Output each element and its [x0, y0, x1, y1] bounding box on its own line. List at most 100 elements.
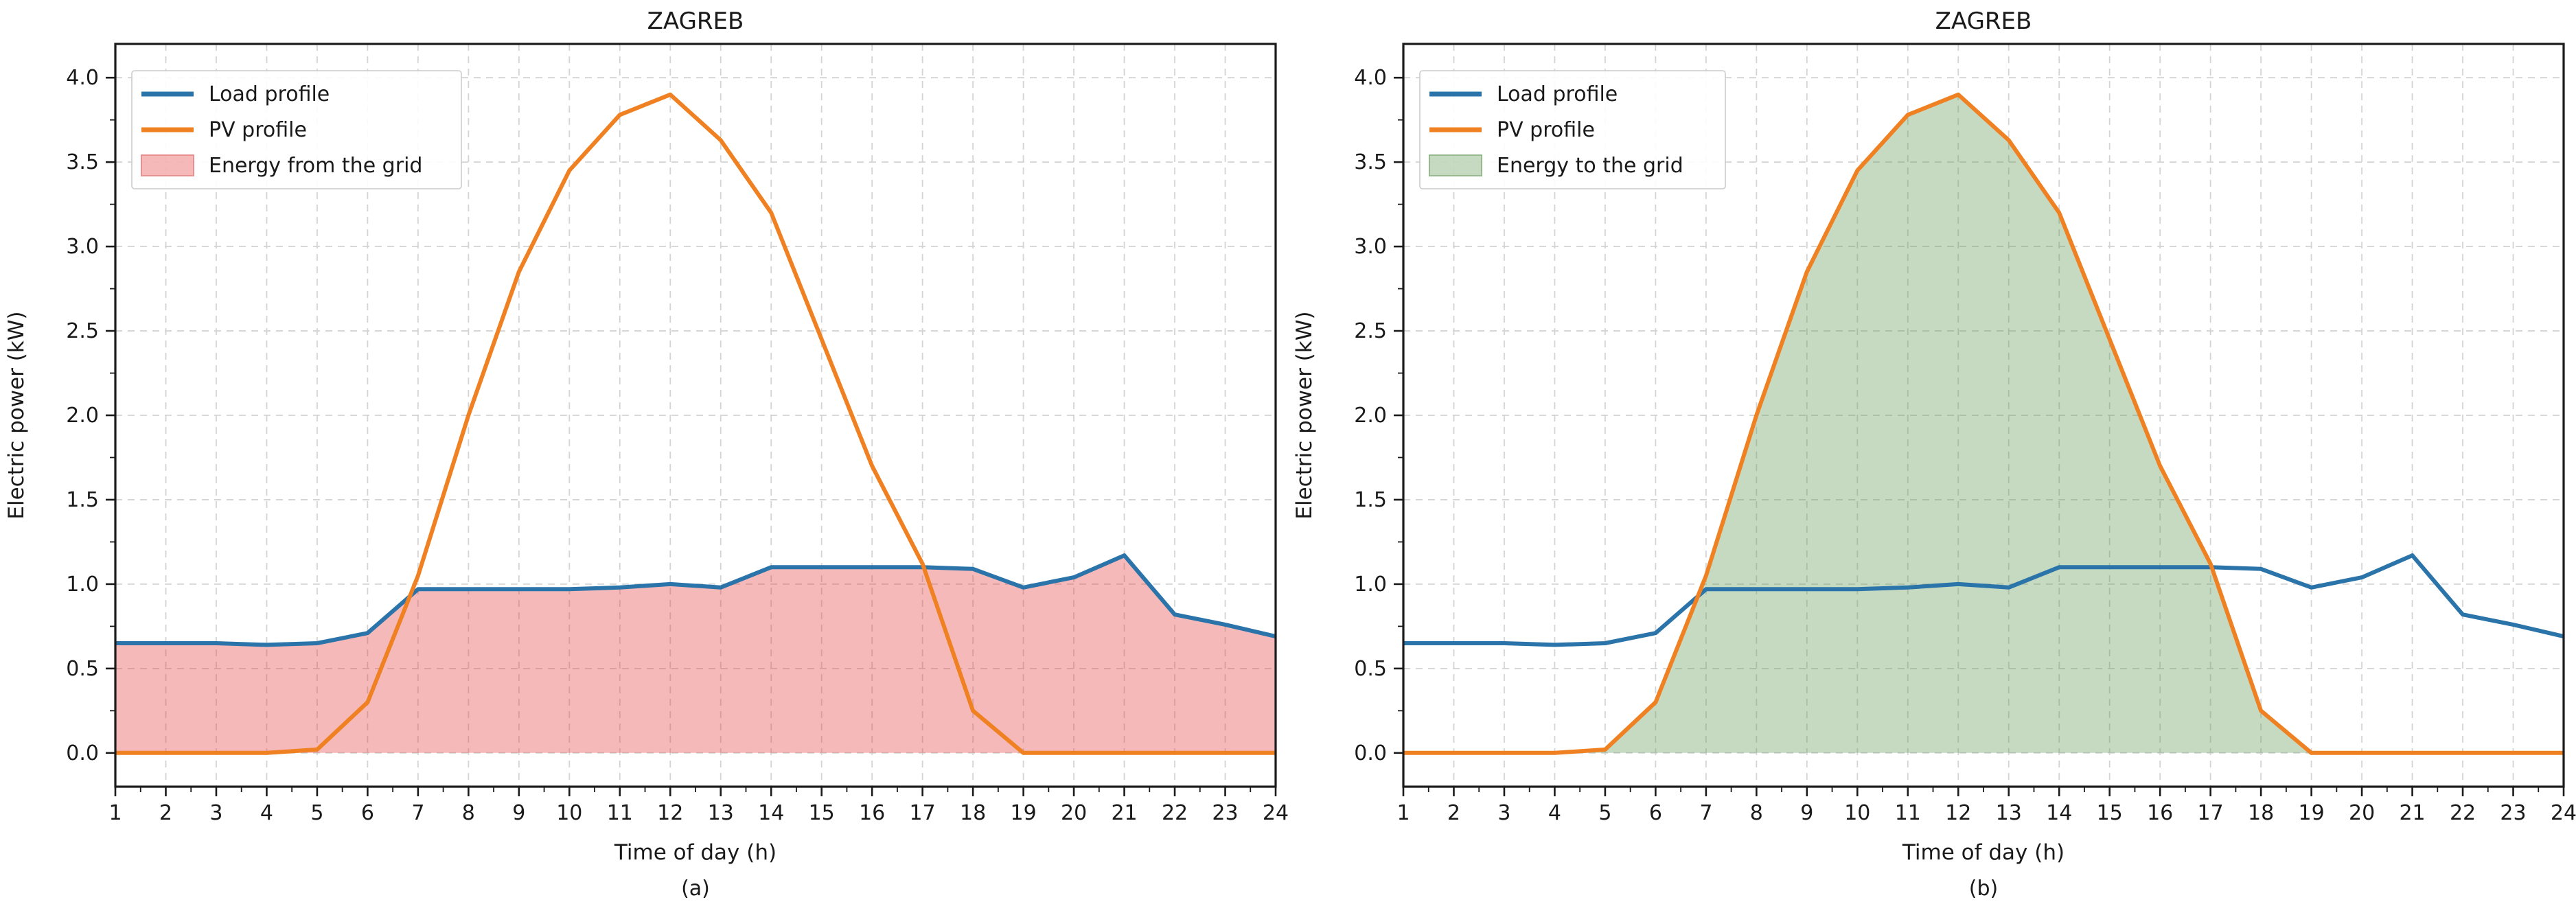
x-axis-label: Time of day (h)	[1902, 840, 2065, 865]
legend-label: Energy to the grid	[1497, 154, 1683, 178]
tick-labels: 1 2 3 4 5 6 7 8 9 10 11 12 13 14 15 16 17 18 19 20 21 22 23 240…	[66, 66, 1288, 825]
chart-b-svg: 1 2 3 4 5 6 7 8 9 10 11 12 13 14 15 16 17 18 19 20 21 22 23 240…	[1292, 8, 2576, 901]
x-tick-label: 24	[1263, 801, 1288, 825]
x-tick-label: 7	[411, 801, 424, 825]
legend-box	[1419, 70, 1726, 189]
x-tick-label: 19	[2299, 801, 2325, 825]
pv-profile-line	[1403, 92, 2564, 755]
x-tick-label: 21	[1111, 801, 1137, 825]
x-tick-label: 11	[607, 801, 633, 825]
x-tick-label: 16	[859, 801, 885, 825]
load-profile-line	[1403, 553, 2564, 647]
x-tick-label: 12	[657, 801, 683, 825]
x-tick-label: 1	[1396, 801, 1410, 825]
axis-ticks	[1394, 76, 2565, 796]
y-tick-label: 1.0	[66, 573, 99, 597]
y-tick-label: 2.5	[1354, 319, 1387, 343]
x-tick-label: 15	[809, 801, 835, 825]
y-tick-label: 3.0	[1354, 235, 1387, 259]
x-tick-label: 10	[1844, 801, 1870, 825]
y-tick-label: 1.5	[66, 488, 99, 512]
x-tick-label: 8	[1750, 801, 1763, 825]
y-axis-label: Electric power (kW)	[1292, 311, 1317, 519]
x-tick-label: 1	[108, 801, 122, 825]
legend-label: Load profile	[1497, 82, 1618, 106]
y-tick-label: 4.0	[1354, 66, 1387, 90]
legend-label: PV profile	[209, 118, 307, 142]
x-tick-label: 18	[2248, 801, 2274, 825]
x-tick-label: 20	[1061, 801, 1087, 825]
x-tick-label: 5	[310, 801, 323, 825]
legend-patch-swatch	[1429, 154, 1482, 176]
subplot-caption: (b)	[1969, 877, 1998, 901]
x-tick-label: 13	[708, 801, 734, 825]
x-tick-label: 14	[2046, 801, 2072, 825]
x-tick-label: 9	[512, 801, 525, 825]
x-tick-label: 8	[462, 801, 475, 825]
axis-ticks	[106, 76, 1277, 796]
y-tick-label: 3.5	[66, 150, 99, 174]
x-tick-label: 23	[1212, 801, 1238, 825]
x-tick-label: 24	[2551, 801, 2576, 825]
x-tick-label: 11	[1895, 801, 1921, 825]
x-tick-label: 17	[2198, 801, 2224, 825]
x-tick-label: 12	[1945, 801, 1971, 825]
x-tick-label: 23	[2500, 801, 2526, 825]
legend-label: Energy from the grid	[209, 154, 422, 178]
x-tick-label: 16	[2147, 801, 2173, 825]
legend-label: PV profile	[1497, 118, 1595, 142]
x-axis-label: Time of day (h)	[614, 840, 777, 865]
subplot-caption: (a)	[681, 877, 710, 901]
tick-labels: 1 2 3 4 5 6 7 8 9 10 11 12 13 14 15 16 17 18 19 20 21 22 23 240…	[1354, 66, 2576, 825]
x-tick-label: 2	[159, 801, 172, 825]
chart-panel-a: 1 2 3 4 5 6 7 8 9 10 11 12 13 14 15 16 17 18 19 20 21 22 23 24 0…	[4, 8, 1288, 901]
chart-title: ZAGREB	[647, 8, 744, 35]
x-tick-label: 5	[1598, 801, 1611, 825]
x-tick-label: 14	[758, 801, 784, 825]
legend: Load profile PV profile Energy from the gr…	[131, 70, 462, 189]
load-profile-line	[115, 553, 1276, 647]
legend-patch-swatch	[141, 154, 194, 176]
x-tick-label: 19	[1011, 801, 1037, 825]
y-tick-label: 0.0	[1354, 741, 1387, 765]
pv-profile-line	[115, 92, 1276, 755]
x-tick-label: 2	[1447, 801, 1460, 825]
legend-box	[131, 70, 462, 189]
y-tick-label: 0.5	[66, 657, 99, 681]
x-tick-label: 21	[2399, 801, 2425, 825]
x-tick-label: 4	[260, 801, 273, 825]
x-tick-label: 13	[1996, 801, 2022, 825]
y-axis-label: Electric power (kW)	[4, 311, 29, 519]
x-tick-label: 3	[209, 801, 222, 825]
x-tick-label: 17	[910, 801, 936, 825]
y-tick-label: 3.5	[1354, 150, 1387, 174]
x-tick-label: 20	[2349, 801, 2375, 825]
legend: Load profile PV profile Energy to the grid	[1419, 70, 1726, 189]
y-tick-label: 2.0	[66, 404, 99, 428]
x-tick-label: 22	[1162, 801, 1188, 825]
y-tick-label: 0.5	[1354, 657, 1387, 681]
chart-a-svg: 1 2 3 4 5 6 7 8 9 10 11 12 13 14 15 16 17 18 19 20 21 22 23 240…	[4, 8, 1288, 901]
y-tick-label: 2.5	[66, 319, 99, 343]
legend-label: Load profile	[209, 82, 330, 106]
x-tick-label: 3	[1497, 801, 1510, 825]
chart-panel-b: 1 2 3 4 5 6 7 8 9 10 11 12 13 14 15 16 17 18 19 20 21 22 23 24 0…	[1288, 0, 2576, 913]
y-tick-label: 1.5	[1354, 488, 1387, 512]
y-tick-label: 0.0	[66, 741, 99, 765]
energy-fill-area	[1403, 94, 2564, 753]
y-tick-label: 2.0	[1354, 404, 1387, 428]
y-tick-label: 4.0	[66, 66, 99, 90]
chart-title: ZAGREB	[1935, 8, 2032, 35]
x-tick-label: 6	[1649, 801, 1662, 825]
x-tick-label: 7	[1699, 801, 1712, 825]
x-tick-label: 9	[1800, 801, 1813, 825]
x-tick-label: 15	[2097, 801, 2123, 825]
x-tick-label: 22	[2450, 801, 2476, 825]
y-tick-label: 1.0	[1354, 573, 1387, 597]
y-tick-label: 3.0	[66, 235, 99, 259]
x-tick-label: 4	[1548, 801, 1561, 825]
x-tick-label: 10	[556, 801, 582, 825]
x-tick-label: 6	[361, 801, 374, 825]
x-tick-label: 18	[960, 801, 986, 825]
